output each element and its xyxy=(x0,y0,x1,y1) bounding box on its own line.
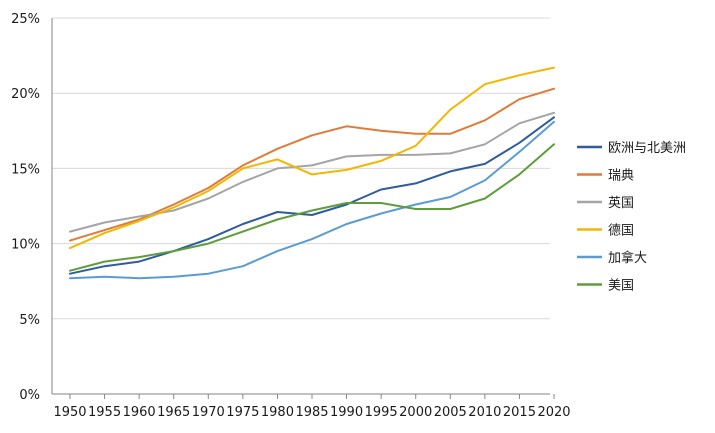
legend-label: 德国 xyxy=(608,224,634,239)
x-tick-label: 1985 xyxy=(295,405,328,420)
x-tick-label: 2020 xyxy=(537,405,570,420)
x-tick-label: 1970 xyxy=(192,405,225,420)
x-tick-label: 1995 xyxy=(365,405,398,420)
series-line xyxy=(69,116,555,275)
x-tick-label: 2000 xyxy=(399,405,432,420)
series-line xyxy=(69,111,555,233)
x-tick-label: 1965 xyxy=(157,405,190,420)
x-tick-label: 1975 xyxy=(226,405,259,420)
axes xyxy=(51,18,555,399)
x-tick-label: 1980 xyxy=(261,405,294,420)
series-line xyxy=(69,143,555,272)
series-lines xyxy=(69,66,555,280)
y-tick-label: 25% xyxy=(11,12,40,27)
legend-label: 加拿大 xyxy=(608,250,647,266)
x-tick-label: 2005 xyxy=(434,405,467,420)
legend-label: 美国 xyxy=(608,279,634,294)
legend-label: 英国 xyxy=(608,196,634,211)
y-tick-label: 20% xyxy=(11,87,40,102)
y-tick-label: 5% xyxy=(19,313,40,328)
series-line xyxy=(69,66,555,250)
x-tick-label: 2015 xyxy=(503,405,536,420)
legend-label: 欧洲与北美洲 xyxy=(608,141,686,156)
x-tick-label: 1960 xyxy=(123,405,156,420)
x-tick-label: 1950 xyxy=(53,405,86,420)
x-tick-label: 2010 xyxy=(468,405,501,420)
tick-labels: 0% 5% 10% 15% 20% 25% 1950 1955 1960 1965 1970 1975… xyxy=(11,12,570,420)
y-tick-label: 10% xyxy=(11,238,40,253)
legend-label: 瑞典 xyxy=(608,169,634,184)
y-tick-label: 0% xyxy=(19,388,40,403)
gridlines xyxy=(52,17,550,320)
series-line xyxy=(69,120,555,280)
x-tick-label: 1990 xyxy=(330,405,363,420)
y-tick-label: 15% xyxy=(11,162,40,177)
x-tick-label: 1955 xyxy=(88,405,121,420)
